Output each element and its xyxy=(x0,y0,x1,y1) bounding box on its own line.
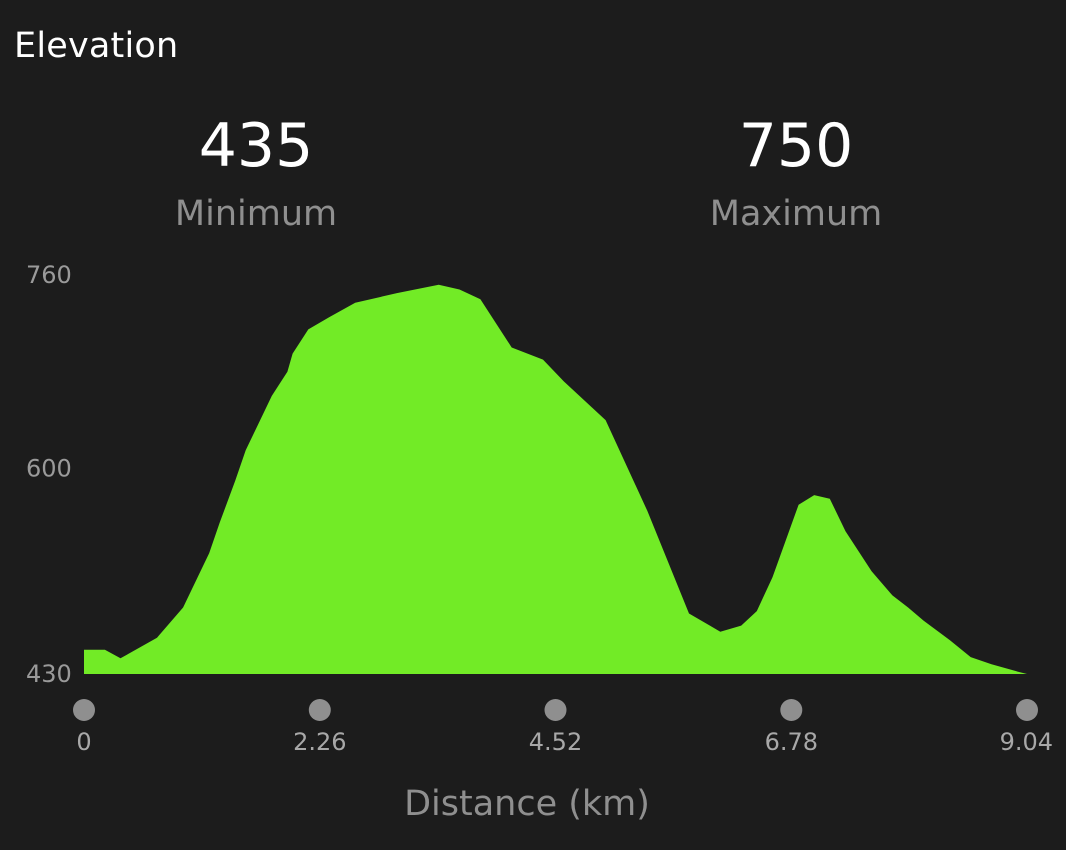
x-tick-marker[interactable] xyxy=(780,699,803,721)
x-tick-label: 4.52 xyxy=(529,728,582,756)
x-tick-marker[interactable] xyxy=(544,699,567,721)
elevation-area xyxy=(84,284,1027,674)
x-axis[interactable]: 0 2.26 4.52 6.78 9.04 xyxy=(73,699,1053,756)
x-tick-marker[interactable] xyxy=(1016,699,1038,721)
minimum-elevation-stat: 435 Minimum xyxy=(106,112,406,236)
minimum-elevation-value: 435 xyxy=(198,111,314,181)
x-tick-label: 0 xyxy=(76,728,91,756)
x-tick-label: 9.04 xyxy=(1000,728,1053,756)
plot-area xyxy=(84,284,1027,674)
maximum-elevation-stat: 750 Maximum xyxy=(646,112,946,236)
minimum-elevation-label: Minimum xyxy=(174,194,338,234)
y-tick-label: 600 xyxy=(26,454,72,482)
x-tick-label: 6.78 xyxy=(765,728,818,756)
x-tick-marker[interactable] xyxy=(73,699,95,721)
y-tick-label: 760 xyxy=(26,261,72,289)
y-axis: 430 600 760 xyxy=(26,261,72,688)
maximum-elevation-value: 750 xyxy=(738,111,854,181)
x-axis-label: Distance (km) xyxy=(404,784,650,824)
x-tick-label: 2.26 xyxy=(293,728,346,756)
page-title: Elevation xyxy=(14,26,179,66)
x-tick-marker[interactable] xyxy=(308,699,331,721)
y-tick-label: 430 xyxy=(26,660,72,688)
maximum-elevation-label: Maximum xyxy=(709,194,883,234)
